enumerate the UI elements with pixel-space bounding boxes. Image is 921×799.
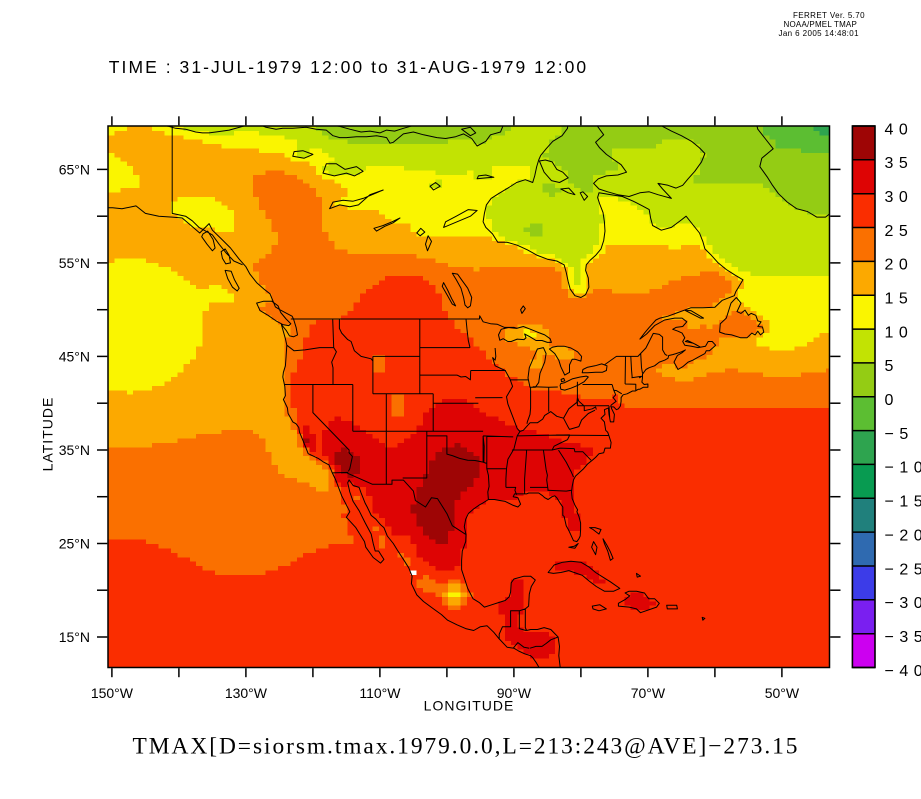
svg-text:−40: −40 xyxy=(885,663,921,680)
svg-text:FERRET Ver. 5.70: FERRET Ver. 5.70 xyxy=(793,11,865,20)
svg-text:70°W: 70°W xyxy=(631,685,666,701)
svg-text:50°W: 50°W xyxy=(765,685,800,701)
svg-text:10: 10 xyxy=(885,324,914,341)
svg-text:Jan 6 2005 14:48:01: Jan 6 2005 14:48:01 xyxy=(778,29,859,38)
svg-text:130°W: 130°W xyxy=(225,685,268,701)
svg-text:20: 20 xyxy=(885,257,914,274)
svg-text:−35: −35 xyxy=(885,629,921,646)
svg-text:65°N: 65°N xyxy=(59,162,90,178)
svg-text:35°N: 35°N xyxy=(59,442,90,458)
svg-text:LONGITUDE: LONGITUDE xyxy=(424,698,515,714)
svg-text:25: 25 xyxy=(885,223,914,240)
svg-text:LATITUDE: LATITUDE xyxy=(40,397,56,472)
svg-text:−15: −15 xyxy=(885,494,921,511)
svg-text:5: 5 xyxy=(885,358,899,375)
svg-text:15: 15 xyxy=(885,291,914,308)
svg-text:35: 35 xyxy=(885,155,914,172)
svg-text:45°N: 45°N xyxy=(59,349,90,365)
svg-text:110°W: 110°W xyxy=(359,685,401,701)
svg-text:TIME : 31-JUL-1979 12:00 to 31: TIME : 31-JUL-1979 12:00 to 31-AUG-1979 … xyxy=(109,57,588,77)
svg-text:−20: −20 xyxy=(885,527,921,544)
svg-text:15°N: 15°N xyxy=(59,629,90,645)
svg-text:−10: −10 xyxy=(885,460,921,477)
svg-text:0: 0 xyxy=(885,392,899,409)
svg-text:−5: −5 xyxy=(885,426,914,443)
svg-text:NOAA/PMEL TMAP: NOAA/PMEL TMAP xyxy=(784,20,857,29)
svg-text:150°W: 150°W xyxy=(91,685,134,701)
svg-text:40: 40 xyxy=(885,121,914,138)
svg-text:−25: −25 xyxy=(885,561,921,578)
svg-text:25°N: 25°N xyxy=(59,536,90,552)
svg-text:30: 30 xyxy=(885,189,914,206)
svg-text:−30: −30 xyxy=(885,595,921,612)
svg-text:55°N: 55°N xyxy=(59,255,90,271)
svg-text:TMAX[D=siorsm.tmax.1979.0.0,L=: TMAX[D=siorsm.tmax.1979.0.0,L=213:243@AV… xyxy=(133,733,800,759)
